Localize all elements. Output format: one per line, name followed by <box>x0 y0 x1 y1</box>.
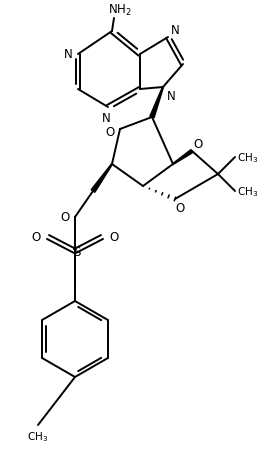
Text: CH$_3$: CH$_3$ <box>27 429 49 443</box>
Text: O: O <box>31 231 40 244</box>
Polygon shape <box>91 164 112 193</box>
Text: O: O <box>109 231 119 244</box>
Text: O: O <box>176 202 185 215</box>
Text: NH$_2$: NH$_2$ <box>108 2 132 18</box>
Text: O: O <box>193 138 202 151</box>
Text: N: N <box>167 90 176 103</box>
Text: N: N <box>102 112 110 125</box>
Text: O: O <box>60 211 70 224</box>
Text: N: N <box>64 49 72 62</box>
Text: CH$_3$: CH$_3$ <box>237 151 258 164</box>
Polygon shape <box>150 88 163 119</box>
Text: N: N <box>171 25 179 38</box>
Text: S: S <box>73 246 81 259</box>
Polygon shape <box>173 150 193 165</box>
Text: O: O <box>105 126 115 139</box>
Text: CH$_3$: CH$_3$ <box>237 185 258 199</box>
